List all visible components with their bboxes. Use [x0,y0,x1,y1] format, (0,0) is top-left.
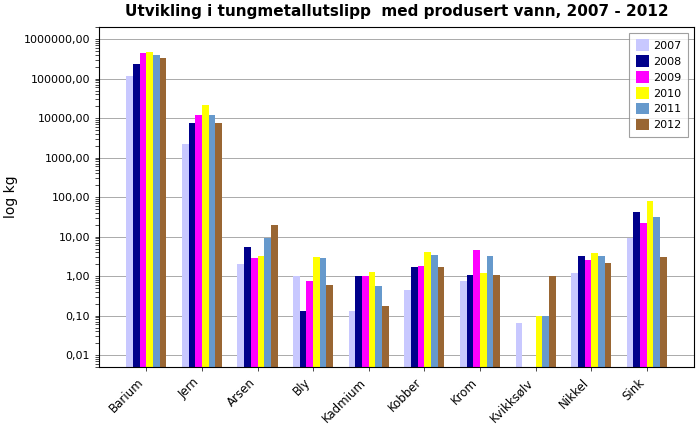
Title: Utvikling i tungmetallutslipp  med produsert vann, 2007 - 2012: Utvikling i tungmetallutslipp med produs… [125,4,669,19]
Bar [404,290,411,429]
Bar [542,316,549,429]
Y-axis label: log kg: log kg [4,176,18,218]
Bar [549,276,556,429]
Bar [493,275,500,429]
Bar [516,323,522,429]
Bar [653,217,660,429]
Bar [182,144,188,429]
Bar [306,281,313,429]
Bar [487,256,493,429]
Bar [480,273,487,429]
Bar [195,115,202,429]
Bar [271,225,278,429]
Bar [153,55,160,429]
Bar [237,264,244,429]
Bar [327,285,333,429]
Bar [647,201,653,429]
Bar [571,273,578,429]
Bar [299,311,306,429]
Bar [313,257,320,429]
Bar [466,275,473,429]
Bar [264,238,271,429]
Bar [535,316,542,429]
Bar [244,247,251,429]
Bar [147,52,153,429]
Bar [349,311,355,429]
Bar [215,123,222,429]
Bar [293,276,299,429]
Bar [604,263,611,429]
Bar [640,223,647,429]
Bar [355,276,362,429]
Bar [126,76,133,429]
Bar [417,266,424,429]
Bar [188,123,195,429]
Bar [376,287,382,429]
Legend: 2007, 2008, 2009, 2010, 2011, 2012: 2007, 2008, 2009, 2010, 2011, 2012 [629,33,688,137]
Bar [634,212,640,429]
Bar [251,259,258,429]
Bar [133,64,140,429]
Bar [578,256,584,429]
Bar [258,256,264,429]
Bar [424,251,431,429]
Bar [584,260,591,429]
Bar [591,253,598,429]
Bar [362,276,369,429]
Bar [209,115,215,429]
Bar [320,259,327,429]
Bar [369,272,376,429]
Bar [460,281,466,429]
Bar [660,257,667,429]
Bar [202,106,209,429]
Bar [140,53,147,429]
Bar [438,267,445,429]
Bar [411,267,417,429]
Bar [382,305,389,429]
Bar [473,251,480,429]
Bar [160,58,166,429]
Bar [598,256,604,429]
Bar [627,239,634,429]
Bar [431,255,438,429]
